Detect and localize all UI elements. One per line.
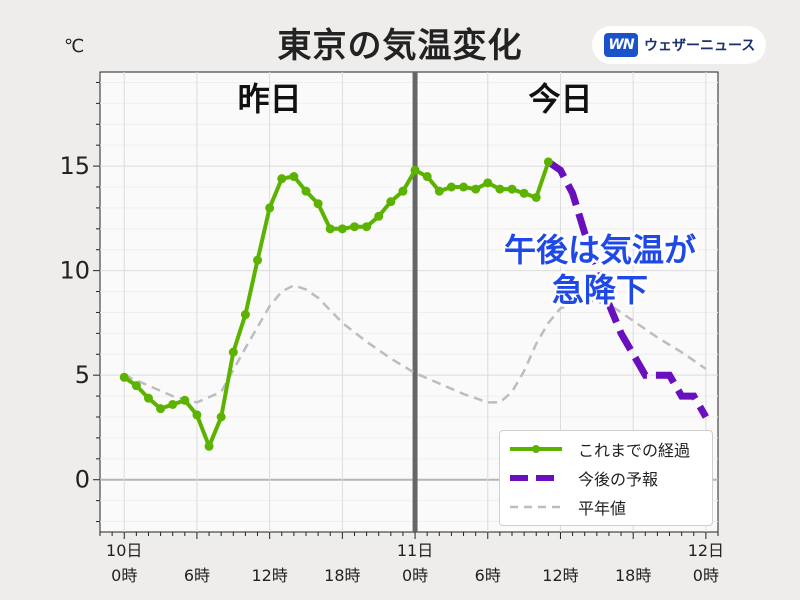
y-tick-label: 15	[59, 152, 90, 180]
x-tick-label: 6時	[184, 566, 210, 585]
y-tick-label: 10	[59, 257, 90, 285]
logo-mark: WN	[604, 33, 638, 57]
y-axis-unit: ℃	[64, 36, 85, 57]
y-tick-label: 5	[75, 361, 90, 389]
legend-swatch-normal	[510, 505, 562, 509]
observed-point	[277, 174, 287, 184]
legend-swatch-forecast	[510, 475, 562, 481]
observed-point	[483, 178, 493, 188]
observed-point	[459, 182, 469, 192]
observed-point	[422, 172, 432, 182]
observed-point	[434, 186, 444, 196]
y-tick-label: 0	[75, 466, 90, 494]
x-tick-label: 11日	[397, 541, 433, 560]
logo-text: ウェザーニュース	[644, 38, 756, 54]
x-tick-label: 18時	[324, 566, 360, 585]
x-tick-label: 6時	[475, 566, 501, 585]
observed-point	[253, 255, 263, 265]
observed-point	[216, 412, 226, 422]
chart-title: 東京の気温変化	[277, 26, 523, 66]
observed-point	[180, 395, 190, 405]
observed-point	[168, 399, 178, 409]
legend-label-normal: 平年値	[578, 499, 627, 518]
legend-item-forecast: 今後の予報	[500, 464, 658, 492]
observed-point	[240, 310, 250, 320]
observed-point	[131, 381, 141, 391]
observed-point	[337, 224, 347, 234]
day-label: 今日	[528, 80, 592, 118]
x-tick-label: 12時	[251, 566, 287, 585]
observed-point	[386, 197, 396, 207]
observed-point	[325, 224, 335, 234]
observed-point	[374, 211, 384, 221]
chart-legend: これまでの経過 今後の予報 平年値	[499, 430, 713, 526]
observed-point	[156, 404, 166, 414]
observed-point	[543, 157, 553, 167]
x-tick-label: 10日	[106, 541, 142, 560]
observed-point	[398, 186, 408, 196]
observed-point	[192, 410, 202, 420]
observed-point	[204, 441, 214, 451]
observed-point	[446, 182, 456, 192]
observed-point	[301, 186, 311, 196]
observed-point	[362, 222, 372, 232]
observed-point	[495, 184, 505, 194]
observed-point	[531, 192, 541, 202]
x-tick-label: 0時	[693, 566, 719, 585]
x-tick-label: 0時	[111, 566, 137, 585]
observed-point	[519, 188, 529, 198]
legend-label-forecast: 今後の予報	[578, 470, 659, 489]
legend-swatch-observed	[510, 445, 562, 453]
forecast-annotation: 午後は気温が 急降下	[470, 230, 730, 310]
observed-point	[228, 347, 238, 357]
weathernews-logo: WN ウェザーニュース	[592, 26, 766, 64]
x-tick-label: 18時	[615, 566, 651, 585]
observed-point	[265, 203, 275, 213]
legend-label-observed: これまでの経過	[578, 441, 691, 460]
x-tick-label: 12日	[688, 541, 724, 560]
observed-point	[289, 172, 299, 182]
series-line-forecast	[546, 159, 709, 419]
annotation-line-1: 午後は気温が	[503, 231, 696, 269]
series-line-normal	[123, 283, 707, 404]
observed-point	[471, 184, 481, 194]
observed-point	[119, 372, 129, 382]
observed-point	[143, 393, 153, 403]
day-label: 昨日	[238, 80, 302, 118]
observed-point	[507, 184, 517, 194]
x-tick-label: 0時	[402, 566, 428, 585]
observed-point	[349, 222, 359, 232]
x-tick-label: 12時	[542, 566, 578, 585]
legend-item-normal: 平年値	[500, 493, 626, 521]
annotation-line-2: 急降下	[551, 271, 648, 309]
observed-point	[313, 199, 323, 209]
legend-item-observed: これまでの経過	[500, 435, 690, 463]
observed-point	[410, 165, 420, 175]
